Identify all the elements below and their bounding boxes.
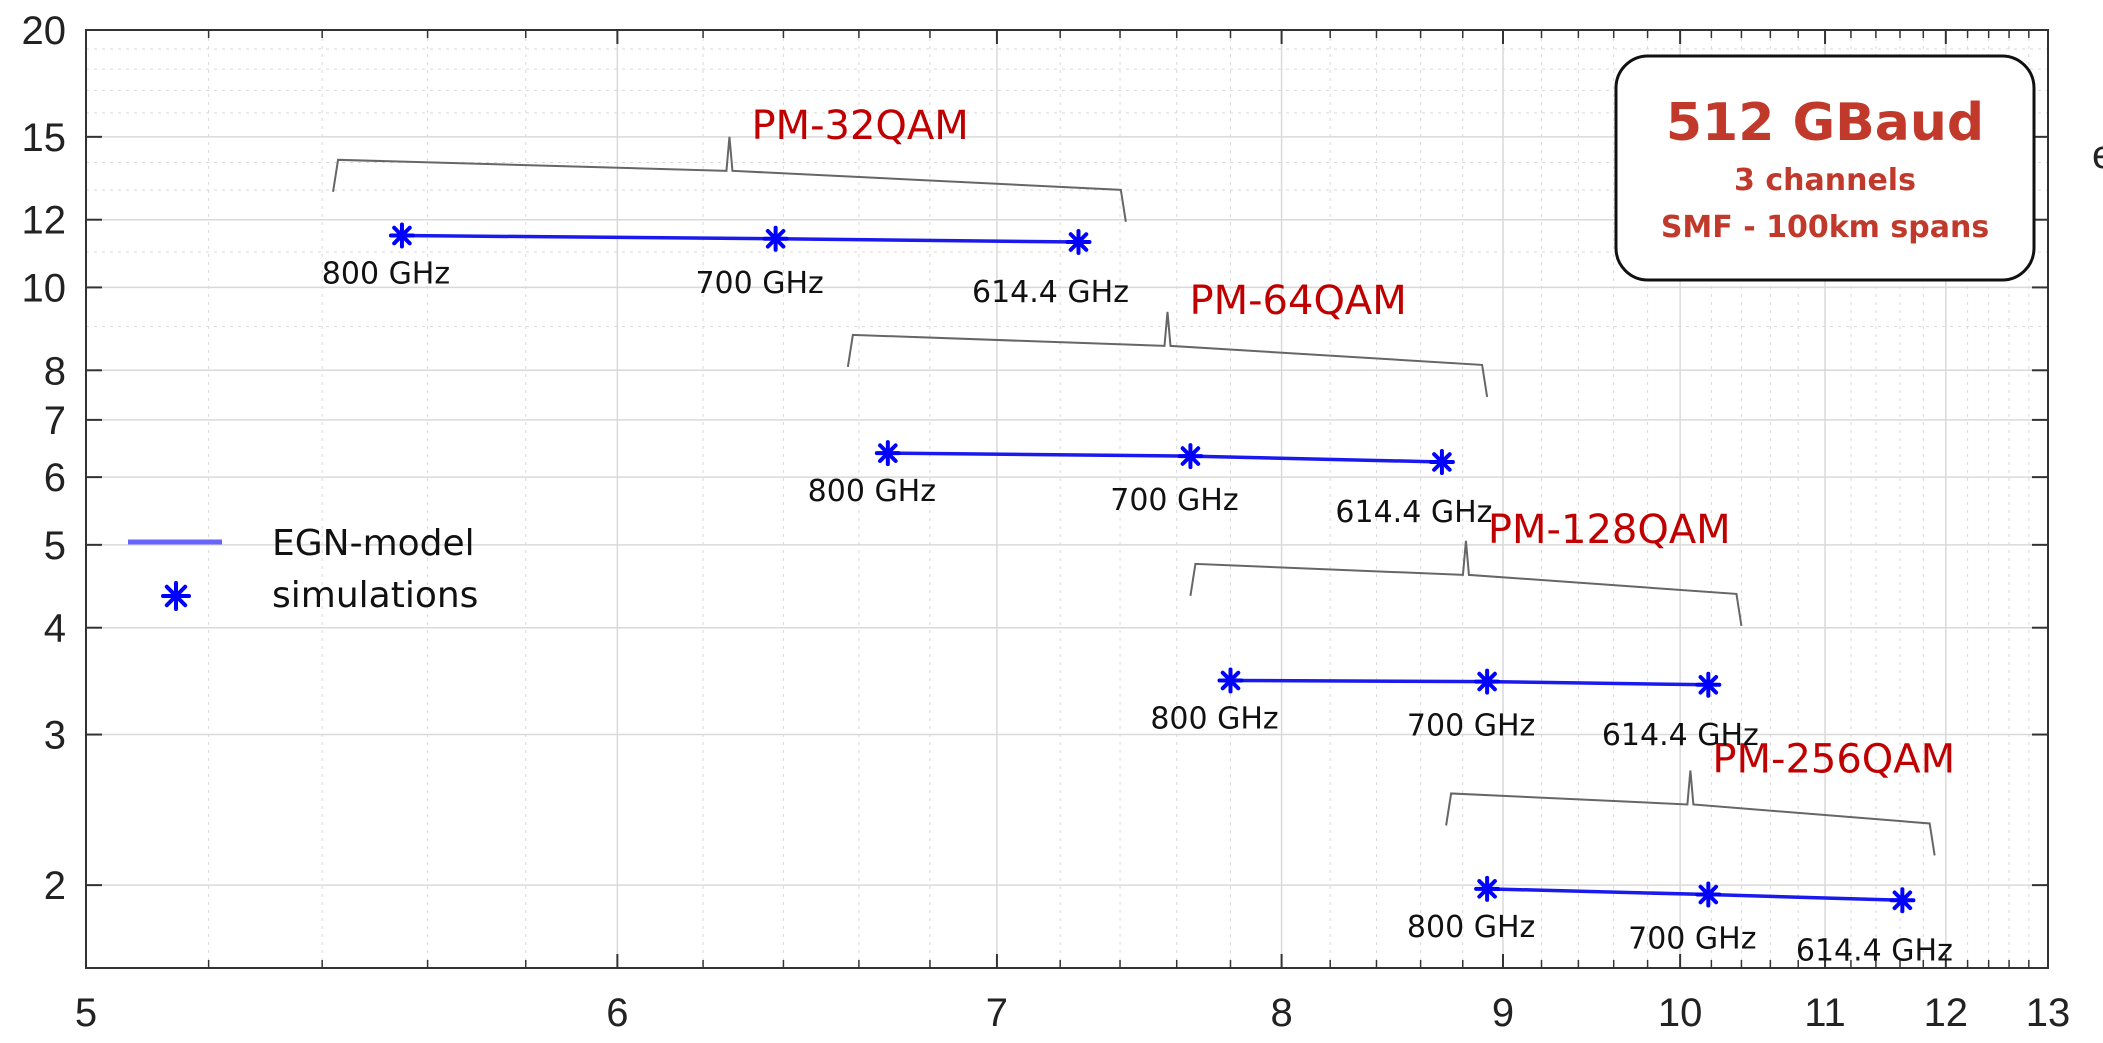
x-tick-label: 11 (1804, 991, 1846, 1035)
y-tick-label: 2 (44, 864, 66, 908)
y-tick-label: 5 (44, 524, 66, 568)
series (388, 222, 1916, 914)
legend: EGN-model simulations (128, 523, 478, 616)
asterisk-stroke (1698, 675, 1719, 695)
labels: PM-32QAM PM-64QAM PM-128QAM PM-256QAM 800 GH… (322, 103, 1955, 968)
bracket (1189, 540, 1743, 627)
x-tick-label: 5 (75, 991, 97, 1035)
y-tick-label: 3 (44, 714, 66, 758)
asterisk-stroke (164, 584, 188, 608)
frequency-label: 700 GHz (1407, 709, 1535, 744)
legend-label-egn: EGN-model (272, 523, 475, 564)
frequency-label: 800 GHz (808, 474, 936, 509)
frequency-label: 614.4 GHz (1335, 495, 1492, 530)
frequency-label: 800 GHz (322, 257, 450, 292)
asterisk-stroke (878, 443, 898, 463)
x-tick-label: 12 (1924, 991, 1969, 1035)
asterisk-stroke (1477, 671, 1497, 692)
series-line (1487, 887, 1903, 903)
info-box-title: 512 GBaud (1666, 93, 1984, 153)
asterisk-stroke (392, 225, 412, 246)
simulation-point (1177, 443, 1204, 470)
x-tick-label: 8 (1270, 991, 1292, 1035)
x-tick-label: 13 (2026, 991, 2071, 1035)
asterisk-stroke (1432, 452, 1452, 472)
y-tick-label: 6 (44, 456, 66, 500)
asterisk-stroke (1892, 890, 1913, 911)
bracket (846, 311, 1489, 398)
y-tick-label: 20 (22, 9, 67, 53)
simulation-point (1889, 887, 1916, 914)
asterisk-stroke (1698, 884, 1719, 905)
edge-text-fragment: e (2092, 133, 2103, 177)
frequency-label: 614.4 GHz (1796, 933, 1953, 968)
bracket (1445, 770, 1936, 856)
x-tick-label: 6 (606, 991, 628, 1035)
frequency-label: 700 GHz (695, 266, 823, 301)
y-tick-label: 8 (44, 349, 66, 393)
bracket (332, 136, 1127, 222)
simulation-point (1065, 229, 1092, 256)
series-line (887, 451, 1442, 464)
ticks: 5 6 7 8 9 10 11 12 13 2 3 4 5 6 7 8 10 12 15 20 (22, 9, 2071, 1035)
modulation-label: PM-256QAM (1712, 736, 1955, 782)
series-line (1230, 678, 1709, 687)
frequency-label: 700 GHz (1110, 483, 1238, 518)
y-tick-label: 7 (44, 399, 66, 443)
info-box: 512 GBaud 3 channels SMF - 100km spans (1614, 54, 2036, 282)
simulation-point (1474, 668, 1501, 695)
info-box-frame (1614, 54, 2036, 282)
legend-label-simulations: simulations (272, 575, 478, 616)
brackets (332, 136, 1936, 856)
asterisk-stroke (765, 228, 786, 249)
modulation-label: PM-128QAM (1488, 507, 1731, 553)
asterisk-stroke (1180, 446, 1201, 466)
simulation-point (1217, 667, 1244, 694)
simulation-point (762, 225, 789, 252)
x-tick-label: 10 (1658, 991, 1703, 1035)
frequency-label: 614.4 GHz (1602, 718, 1759, 753)
y-tick-label: 4 (44, 607, 66, 651)
y-tick-label: 12 (22, 199, 67, 243)
legend-asterisk-marker (161, 581, 191, 611)
simulation-point (1428, 448, 1455, 475)
y-tick-label: 15 (22, 116, 67, 160)
series-line (401, 233, 1079, 244)
frequency-label: 700 GHz (1628, 922, 1756, 957)
simulation-point (1695, 671, 1722, 698)
info-box-line-channels: 3 channels (1734, 163, 1916, 198)
frequency-label: 800 GHz (1407, 910, 1535, 945)
legend-asterisk (161, 581, 191, 611)
modulation-label: PM-64QAM (1189, 278, 1406, 324)
simulation-point (388, 222, 415, 249)
frequency-label: 800 GHz (1150, 701, 1278, 736)
asterisk-stroke (1220, 670, 1241, 691)
asterisk-stroke (1477, 879, 1497, 899)
y-tick-label: 10 (22, 266, 67, 310)
frequency-label: 614.4 GHz (972, 275, 1129, 310)
x-tick-label: 7 (986, 991, 1008, 1035)
info-box-line-spans: SMF - 100km spans (1661, 210, 1989, 245)
x-tick-label: 9 (1492, 991, 1514, 1035)
plot-frame (85, 29, 2049, 969)
simulation-point (1474, 875, 1501, 902)
modulation-label: PM-32QAM (751, 103, 968, 149)
simulation-point (1695, 881, 1722, 908)
simulation-point (874, 440, 901, 467)
asterisk-stroke (1068, 232, 1089, 252)
